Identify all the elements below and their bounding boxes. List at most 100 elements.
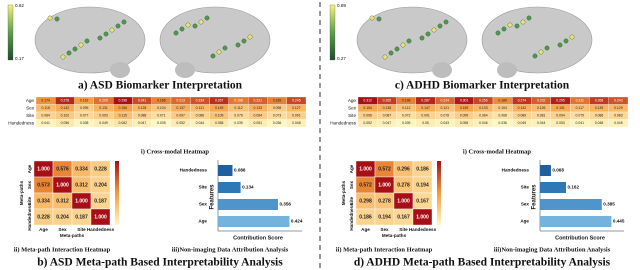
- cell-value: 0.256: [479, 99, 488, 103]
- cell-value: 0.041: [576, 121, 585, 125]
- meta-x-title: Meta-paths: [382, 233, 407, 238]
- region-node: [563, 38, 569, 44]
- y-title: Features: [532, 184, 538, 210]
- meta-value: 1.000: [378, 182, 391, 188]
- meta-value: 1.000: [37, 166, 50, 172]
- cell-value: 0.245: [292, 99, 301, 103]
- cell-value: 0.036: [273, 121, 282, 125]
- panel-title: c) ADHD Biomarker Interpretation: [395, 80, 570, 92]
- meta-value: 0.187: [94, 198, 107, 204]
- bar: [218, 182, 241, 193]
- cell-value: 0.211: [576, 99, 584, 103]
- meta-value: 0.167: [397, 214, 410, 220]
- region-node: [431, 27, 437, 33]
- region-node: [406, 38, 412, 44]
- bar-value: 0.134: [242, 185, 254, 190]
- region-node: [514, 23, 520, 29]
- brain-stem: [497, 62, 517, 78]
- meta-colorbar: [115, 161, 119, 225]
- cell-value: 0.041: [41, 121, 50, 125]
- cell-value: 0.109: [215, 114, 224, 118]
- bar: [540, 182, 567, 193]
- meta-y-label: Site: [349, 196, 354, 205]
- cell-value: 0.142: [61, 106, 70, 110]
- cell-value: 0.121: [196, 106, 205, 110]
- cell-value: 0.104: [157, 106, 166, 110]
- y-title: Features: [210, 184, 216, 210]
- cell-value: 0.174: [41, 99, 50, 103]
- region-node: [192, 23, 198, 29]
- cell-value: 0.232: [537, 99, 546, 103]
- cell-value: 0.078: [441, 114, 450, 118]
- meta-x-label: Sex: [380, 227, 389, 232]
- meta-value: 0.334: [75, 166, 88, 172]
- cell-value: 0.104: [498, 106, 507, 110]
- cell-value: 0.224: [441, 99, 450, 103]
- cell-value: 0.243: [614, 99, 623, 103]
- region-node: [235, 42, 241, 48]
- region-node: [382, 54, 388, 60]
- cell-value: 0.084: [41, 114, 50, 118]
- region-node: [526, 15, 532, 21]
- cell-value: 0.162: [80, 99, 89, 103]
- row-label: Handedness: [8, 120, 34, 125]
- bar-value: 0.068: [552, 168, 564, 173]
- bar-value: 0.086: [234, 168, 246, 173]
- meta-x-label: Handedness: [409, 227, 437, 232]
- region-node: [247, 34, 253, 40]
- row-label: Age: [348, 98, 357, 103]
- meta-y-label: Handedness: [349, 203, 354, 231]
- meta-x-label: Age: [39, 227, 48, 232]
- meta-y-label: Age: [27, 164, 32, 173]
- region-node: [84, 38, 90, 44]
- cell-value: 0.156: [119, 106, 128, 110]
- caption: i) Cross-modal Heatmap: [463, 148, 532, 155]
- region-node: [66, 50, 72, 56]
- cell-value: 0.121: [441, 106, 450, 110]
- cell-value: 0.115: [119, 114, 127, 118]
- cell-value: 0.091: [421, 114, 430, 118]
- cell-value: 0.094: [556, 114, 565, 118]
- region-node: [78, 42, 84, 48]
- meta-value: 0.228: [37, 214, 50, 220]
- meta-value: 0.204: [94, 182, 107, 188]
- cell-value: 0.267: [215, 99, 224, 103]
- meta-value: 0.573: [37, 182, 50, 188]
- row-label: Site: [26, 113, 34, 118]
- caption: ii) Meta-path Interaction Heatmap: [14, 246, 111, 253]
- cell-value: 0.089: [518, 114, 527, 118]
- cell-value: 0.039: [402, 121, 411, 125]
- cell-value: 0.083: [614, 114, 623, 118]
- cell-value: 0.073: [273, 114, 282, 118]
- cell-value: 0.137: [176, 106, 185, 110]
- meta-x-label: Sex: [58, 227, 67, 232]
- meta-value: 0.312: [75, 182, 88, 188]
- meta-x-label: Handedness: [87, 227, 115, 232]
- meta-value: 0.186: [416, 166, 429, 172]
- cell-value: 0.036: [498, 121, 507, 125]
- region-node: [241, 38, 247, 44]
- meta-y-title: Meta-paths: [341, 180, 346, 205]
- cell-value: 0.287: [421, 99, 430, 103]
- cell-value: 0.118: [42, 106, 50, 110]
- cell-value: 0.128: [138, 106, 147, 110]
- cell-value: 0.189: [498, 99, 507, 103]
- cell-value: 0.295: [556, 99, 565, 103]
- cell-value: 0.098: [273, 106, 282, 110]
- cell-value: 0.268: [595, 99, 604, 103]
- row-label: Site: [348, 113, 356, 118]
- cell-value: 0.234: [196, 99, 205, 103]
- panel-subtitle: b) ASD Meta-path Based Interpretability …: [37, 257, 283, 269]
- meta-y-title: Meta-paths: [19, 180, 24, 205]
- cell-value: 0.086: [595, 114, 604, 118]
- brain-stem: [432, 62, 452, 78]
- cell-value: 0.087: [383, 114, 392, 118]
- region-node: [103, 31, 109, 37]
- meta-value: 1.000: [397, 198, 410, 204]
- region-node: [544, 45, 550, 51]
- feature-label: Handedness: [502, 168, 530, 173]
- region-node: [47, 15, 53, 21]
- cell-value: 0.046: [479, 121, 488, 125]
- cell-value: 0.189: [273, 99, 282, 103]
- cell-value: 0.159: [460, 106, 469, 110]
